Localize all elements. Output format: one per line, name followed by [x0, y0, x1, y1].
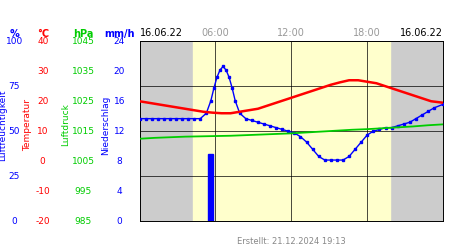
- Text: 16.06.22: 16.06.22: [400, 28, 443, 38]
- Text: 1025: 1025: [72, 97, 94, 106]
- Text: 100: 100: [6, 37, 23, 46]
- Text: Niederschlag: Niederschlag: [101, 95, 110, 155]
- Text: 12:00: 12:00: [278, 28, 305, 38]
- Text: 20: 20: [37, 97, 49, 106]
- Text: 1035: 1035: [72, 67, 95, 76]
- Text: mm/h: mm/h: [104, 29, 135, 39]
- Text: 30: 30: [37, 67, 49, 76]
- Text: -10: -10: [36, 187, 50, 196]
- Text: 24: 24: [113, 37, 125, 46]
- Text: 10: 10: [37, 127, 49, 136]
- Text: 40: 40: [37, 37, 49, 46]
- Text: 1005: 1005: [72, 157, 95, 166]
- Text: 18:00: 18:00: [353, 28, 381, 38]
- Text: 16.06.22: 16.06.22: [140, 28, 183, 38]
- Text: 8: 8: [117, 157, 122, 166]
- Text: 1045: 1045: [72, 37, 94, 46]
- Text: hPa: hPa: [73, 29, 94, 39]
- Text: 0: 0: [117, 217, 122, 226]
- Text: 4: 4: [117, 187, 122, 196]
- Text: 50: 50: [9, 127, 20, 136]
- Text: %: %: [9, 29, 19, 39]
- Text: 75: 75: [9, 82, 20, 91]
- Text: -20: -20: [36, 217, 50, 226]
- Text: 0: 0: [40, 157, 45, 166]
- Text: 1015: 1015: [72, 127, 95, 136]
- Text: 06:00: 06:00: [202, 28, 230, 38]
- Text: Luftfeuchtigkeit: Luftfeuchtigkeit: [0, 89, 7, 161]
- Text: 12: 12: [113, 127, 125, 136]
- Text: °C: °C: [37, 29, 49, 39]
- Bar: [208, 154, 213, 221]
- Text: 985: 985: [75, 217, 92, 226]
- Text: Temperatur: Temperatur: [23, 99, 32, 151]
- Text: 25: 25: [9, 172, 20, 181]
- Text: 20: 20: [113, 67, 125, 76]
- Text: 995: 995: [75, 187, 92, 196]
- Text: Luftdruck: Luftdruck: [61, 104, 70, 146]
- Bar: [193, 41, 390, 221]
- Text: 16: 16: [113, 97, 125, 106]
- Text: 0: 0: [12, 217, 17, 226]
- Text: Erstellt: 21.12.2024 19:13: Erstellt: 21.12.2024 19:13: [237, 238, 346, 246]
